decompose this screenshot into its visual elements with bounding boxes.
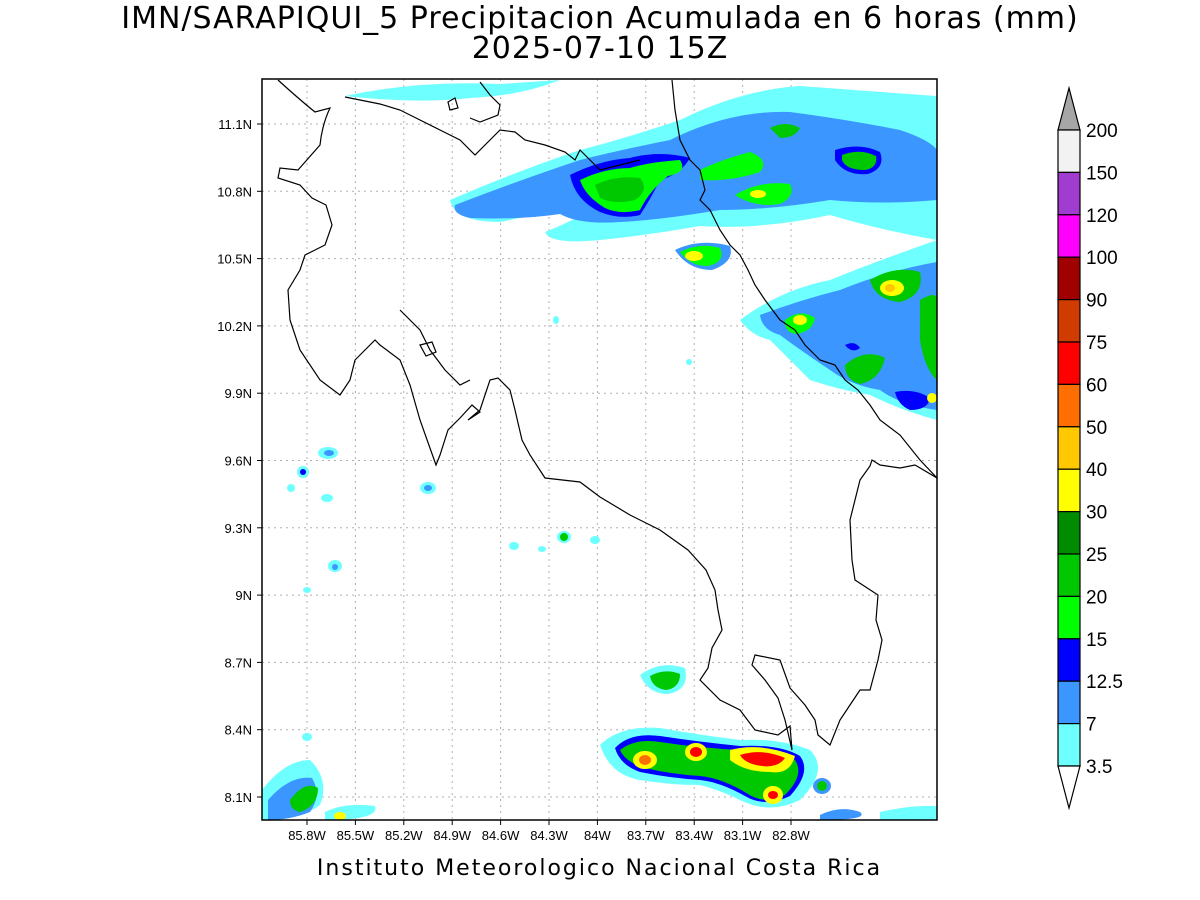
colorbar-label: 40 bbox=[1086, 460, 1107, 481]
lat-tick-label: 9N bbox=[235, 588, 252, 603]
lat-tick-label: 10.8N bbox=[217, 184, 252, 199]
map-title: IMN/SARAPIQUI_5 Precipitacion Acumulada … bbox=[121, 1, 1079, 36]
lon-tick-label: 85.8W bbox=[288, 828, 326, 843]
map-frame bbox=[261, 78, 938, 821]
colorbar-swatch bbox=[1057, 553, 1081, 598]
colorbar-swatch bbox=[1057, 214, 1081, 258]
lon-tick-label: 82.8W bbox=[772, 828, 810, 843]
colorbar-swatch bbox=[1057, 256, 1081, 301]
lon-tick-label: 84W bbox=[584, 828, 611, 843]
colorbar-swatch bbox=[1057, 426, 1081, 470]
lat-tick-label: 10.2N bbox=[217, 319, 252, 334]
colorbar-label: 12.5 bbox=[1086, 672, 1123, 693]
colorbar-top-arrow bbox=[1057, 85, 1081, 131]
colorbar-swatch bbox=[1057, 638, 1081, 682]
colorbar-swatch bbox=[1057, 722, 1081, 767]
lon-tick-label: 84.3W bbox=[530, 828, 568, 843]
lon-tick-label: 84.9W bbox=[433, 828, 471, 843]
colorbar-label: 120 bbox=[1086, 206, 1118, 227]
colorbar-label: 150 bbox=[1086, 163, 1118, 184]
lon-tick-label: 85.2W bbox=[385, 828, 423, 843]
rain-band-east bbox=[740, 240, 937, 420]
colorbar-bottom-arrow bbox=[1057, 765, 1081, 811]
longitude-labels: 85.8W 85.5W 85.2W 84.9W 84.6W 84.3W 84W 83.7W 83… bbox=[288, 828, 810, 843]
colorbar-label: 25 bbox=[1086, 545, 1107, 566]
lat-tick-label: 8.4N bbox=[225, 723, 252, 738]
precipitation-field bbox=[262, 79, 937, 820]
colorbar-label: 3.5 bbox=[1086, 757, 1112, 778]
colorbar-labels: 200 150 120 100 90 75 60 50 40 30 25 20 15 12.5 7 3.5 bbox=[1086, 121, 1123, 778]
colorbar-label: 20 bbox=[1086, 587, 1107, 608]
colorbar-swatch bbox=[1057, 595, 1081, 640]
coastlines bbox=[277, 79, 937, 751]
axis-ticks bbox=[257, 123, 792, 825]
lat-tick-label: 9.3N bbox=[225, 521, 252, 536]
rain-band-north bbox=[345, 80, 937, 270]
lat-tick-label: 8.7N bbox=[225, 655, 252, 670]
colorbar-swatch bbox=[1057, 299, 1081, 343]
rain-cells-south bbox=[262, 665, 937, 820]
map-datetime: 2025-07-10 15Z bbox=[471, 31, 729, 66]
colorbar-label: 200 bbox=[1086, 121, 1118, 142]
colorbar-swatch bbox=[1057, 511, 1081, 555]
colorbar-label: 15 bbox=[1086, 630, 1107, 651]
colorbar-label: 7 bbox=[1086, 715, 1097, 736]
lon-tick-label: 84.6W bbox=[482, 828, 520, 843]
institution-footer: Instituto Meteorologico Nacional Costa R… bbox=[316, 856, 883, 881]
colorbar-label: 90 bbox=[1086, 291, 1107, 312]
rain-cells-pacific bbox=[287, 316, 692, 741]
colorbar-label: 100 bbox=[1086, 248, 1118, 269]
colorbar-label: 75 bbox=[1086, 333, 1107, 354]
lat-tick-label: 9.6N bbox=[225, 454, 252, 469]
lat-tick-label: 9.9N bbox=[225, 386, 252, 401]
colorbar-label: 60 bbox=[1086, 375, 1107, 396]
colorbar-swatch bbox=[1057, 383, 1081, 428]
lon-tick-label: 83.7W bbox=[627, 828, 665, 843]
colorbar bbox=[1057, 85, 1081, 811]
lat-tick-label: 11.1N bbox=[218, 117, 252, 132]
colorbar-swatch bbox=[1057, 129, 1081, 174]
latitude-labels: 11.1N 10.8N 10.5N 10.2N 9.9N 9.6N 9.3N 9N 8.7N 8.… bbox=[217, 117, 252, 805]
colorbar-label: 30 bbox=[1086, 503, 1107, 524]
colorbar-swatch bbox=[1057, 680, 1081, 725]
lon-tick-label: 85.5W bbox=[337, 828, 375, 843]
lon-tick-label: 83.4W bbox=[675, 828, 713, 843]
colorbar-swatch bbox=[1057, 468, 1081, 513]
lon-tick-label: 83.1W bbox=[724, 828, 762, 843]
lat-tick-label: 10.5N bbox=[217, 252, 252, 267]
colorbar-swatch bbox=[1057, 171, 1081, 216]
colorbar-label: 50 bbox=[1086, 418, 1107, 439]
colorbar-swatch bbox=[1057, 341, 1081, 386]
lat-tick-label: 8.1N bbox=[225, 790, 252, 805]
